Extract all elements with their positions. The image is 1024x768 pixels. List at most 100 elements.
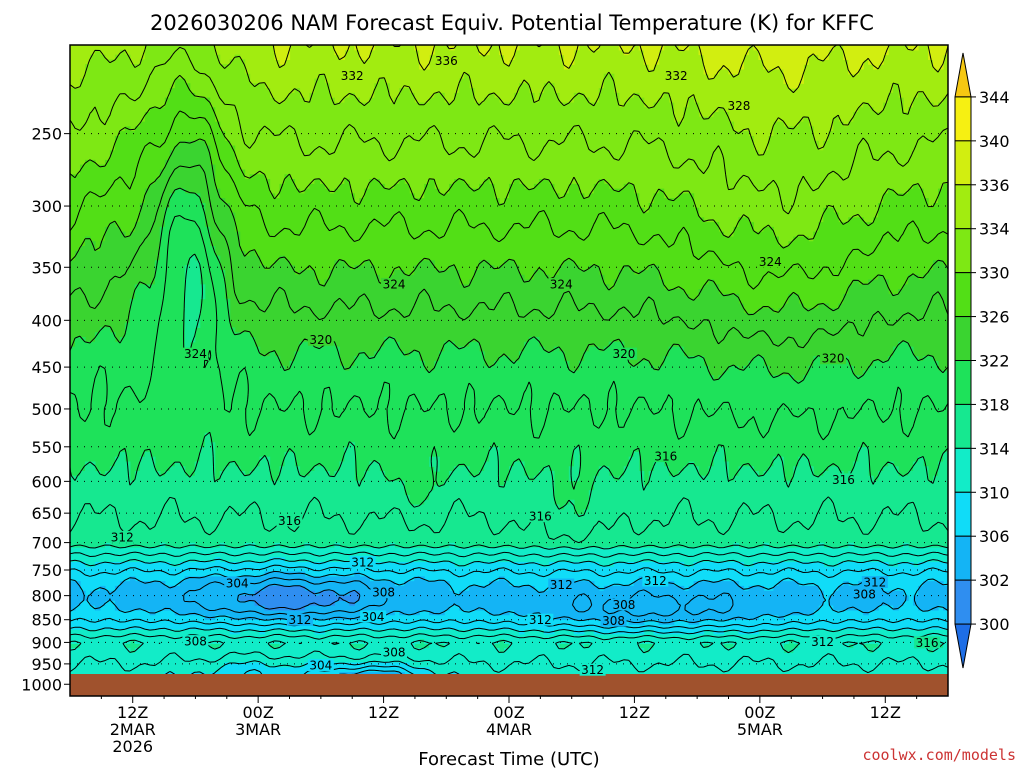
contour-332	[70, 46, 948, 215]
contour-label-bg	[851, 588, 878, 601]
fill-band-3	[70, 78, 948, 314]
colorbar-label-302: 302	[979, 571, 1010, 590]
colorbar-label-334: 334	[979, 220, 1010, 239]
contour-label-text: 304	[362, 610, 385, 624]
y-tick-label-400: 400	[31, 311, 62, 330]
colorbar-swatch-2	[954, 535, 972, 581]
contour-label-text: 316	[529, 510, 552, 524]
contour-label-text: 320	[309, 333, 332, 347]
contour-label-text: 320	[822, 352, 845, 366]
contour-label-20: 312	[861, 575, 888, 589]
contour-label-text: 308	[602, 614, 625, 628]
fill-band-9	[70, 571, 948, 692]
contour-label-3: 328	[725, 99, 752, 113]
contour-labels: 336 332 332 328 324 324 324 324 320 320 320 316 316 3…	[109, 54, 941, 677]
y-tick-label-450: 450	[31, 358, 62, 377]
contour-label-text: 324	[759, 255, 782, 269]
x-tick-label-5-1: 5MAR	[737, 720, 783, 739]
contour-label-bg	[433, 54, 460, 67]
contour-label-text: 320	[613, 347, 636, 361]
contour-306	[70, 570, 948, 692]
contour-label-bg	[307, 659, 334, 672]
colorbar-swatch-3	[954, 491, 972, 537]
contour-label-11: 316	[652, 450, 679, 464]
contour-label-text: 332	[341, 69, 364, 83]
contour-label-text: 308	[372, 586, 395, 600]
contour-label-bg	[381, 277, 408, 290]
contour-label-text: 312	[351, 555, 374, 569]
colorbar-swatch-12	[954, 96, 972, 142]
contour-label-bg	[809, 635, 836, 648]
contour-label-19: 312	[642, 574, 669, 588]
theta-e-contours	[70, 45, 948, 696]
contour-label-24: 312	[579, 663, 606, 677]
contour-label-bg	[182, 347, 209, 360]
contour-label-bg	[600, 614, 627, 627]
contour-label-text: 324	[383, 277, 406, 291]
fill-band-5	[70, 188, 948, 515]
contour-label-bg	[527, 613, 554, 626]
contour-label-text: 328	[727, 99, 750, 113]
contour-label-bg	[725, 99, 752, 112]
contour-302	[237, 583, 361, 611]
contour-label-bg	[339, 69, 366, 82]
contour-328	[70, 110, 948, 290]
contour-label-bg	[610, 598, 637, 611]
contour-label-bg	[349, 555, 376, 568]
colorbar-label-314: 314	[979, 439, 1010, 458]
colorbar-label-300: 300	[979, 615, 1010, 634]
colorbar-swatch-7	[954, 316, 972, 362]
contour-label-text: 312	[863, 575, 886, 589]
x-tick-label-2-0: 12Z	[368, 703, 399, 722]
contour-label-bg	[663, 69, 690, 82]
contour-label-text: 312	[288, 613, 311, 627]
contour-label-text: 308	[853, 588, 876, 602]
fill-band-2	[274, 45, 948, 89]
contour-label-7: 324	[757, 255, 784, 269]
contour-label-31: 304	[224, 577, 251, 591]
contour-label-26: 308	[610, 598, 637, 612]
colorbar: 300 302 306 310 314 318 322 326 330 334 336 340 344	[954, 52, 1010, 669]
x-axis-title: Forecast Time (UTC)	[418, 749, 599, 768]
y-tick-label-300: 300	[31, 197, 62, 216]
contour-label-text: 316	[654, 450, 677, 464]
contour-label-bg	[861, 575, 888, 588]
contour-label-bg	[610, 347, 637, 360]
colorbar-swatch-11	[954, 140, 972, 186]
contour-label-30: 308	[381, 646, 408, 660]
y-tick-label-950: 950	[31, 655, 62, 674]
contour-label-text: 308	[383, 646, 406, 660]
contour-label-16: 312	[109, 530, 136, 544]
pressure-axis: 250 300 350 400 450 500 550 600 650 700 750 800 850 9…	[21, 125, 70, 694]
contour-label-text: 304	[226, 577, 249, 591]
contour-326	[70, 138, 948, 316]
contour-label-bg	[182, 635, 209, 648]
contour-label-text: 336	[435, 54, 458, 68]
x-tick-label-1-1: 3MAR	[235, 720, 281, 739]
y-tick-label-1000: 1000	[21, 675, 62, 694]
chart-title: 2026030206 NAM Forecast Equiv. Potential…	[150, 11, 874, 35]
colorbar-label-330: 330	[979, 264, 1010, 283]
contour-label-2: 332	[663, 69, 690, 83]
contour-label-bg	[642, 574, 669, 587]
x-tick-label-1-0: 00Z	[242, 703, 273, 722]
contour-label-14: 316	[527, 510, 554, 524]
colorbar-swatch-4	[954, 447, 972, 493]
contour-label-text: 312	[581, 663, 604, 677]
y-tick-label-750: 750	[31, 561, 62, 580]
contour-label-9: 320	[610, 347, 637, 361]
y-tick-label-700: 700	[31, 534, 62, 553]
contour-label-bg	[548, 578, 575, 591]
contour-label-5: 324	[381, 277, 408, 291]
colorbar-swatch-6	[954, 360, 972, 405]
contour-label-text: 312	[550, 578, 573, 592]
contour-label-33: 304	[307, 659, 334, 673]
source-watermark: coolwx.com/models	[862, 746, 1016, 764]
colorbar-label-322: 322	[979, 352, 1010, 371]
colorbar-swatch-8	[954, 272, 972, 318]
contour-label-text: 316	[916, 636, 939, 650]
contour-label-15: 316	[914, 636, 941, 650]
contour-label-bg	[527, 510, 554, 523]
y-tick-label-650: 650	[31, 504, 62, 523]
contour-label-text: 312	[644, 574, 667, 588]
